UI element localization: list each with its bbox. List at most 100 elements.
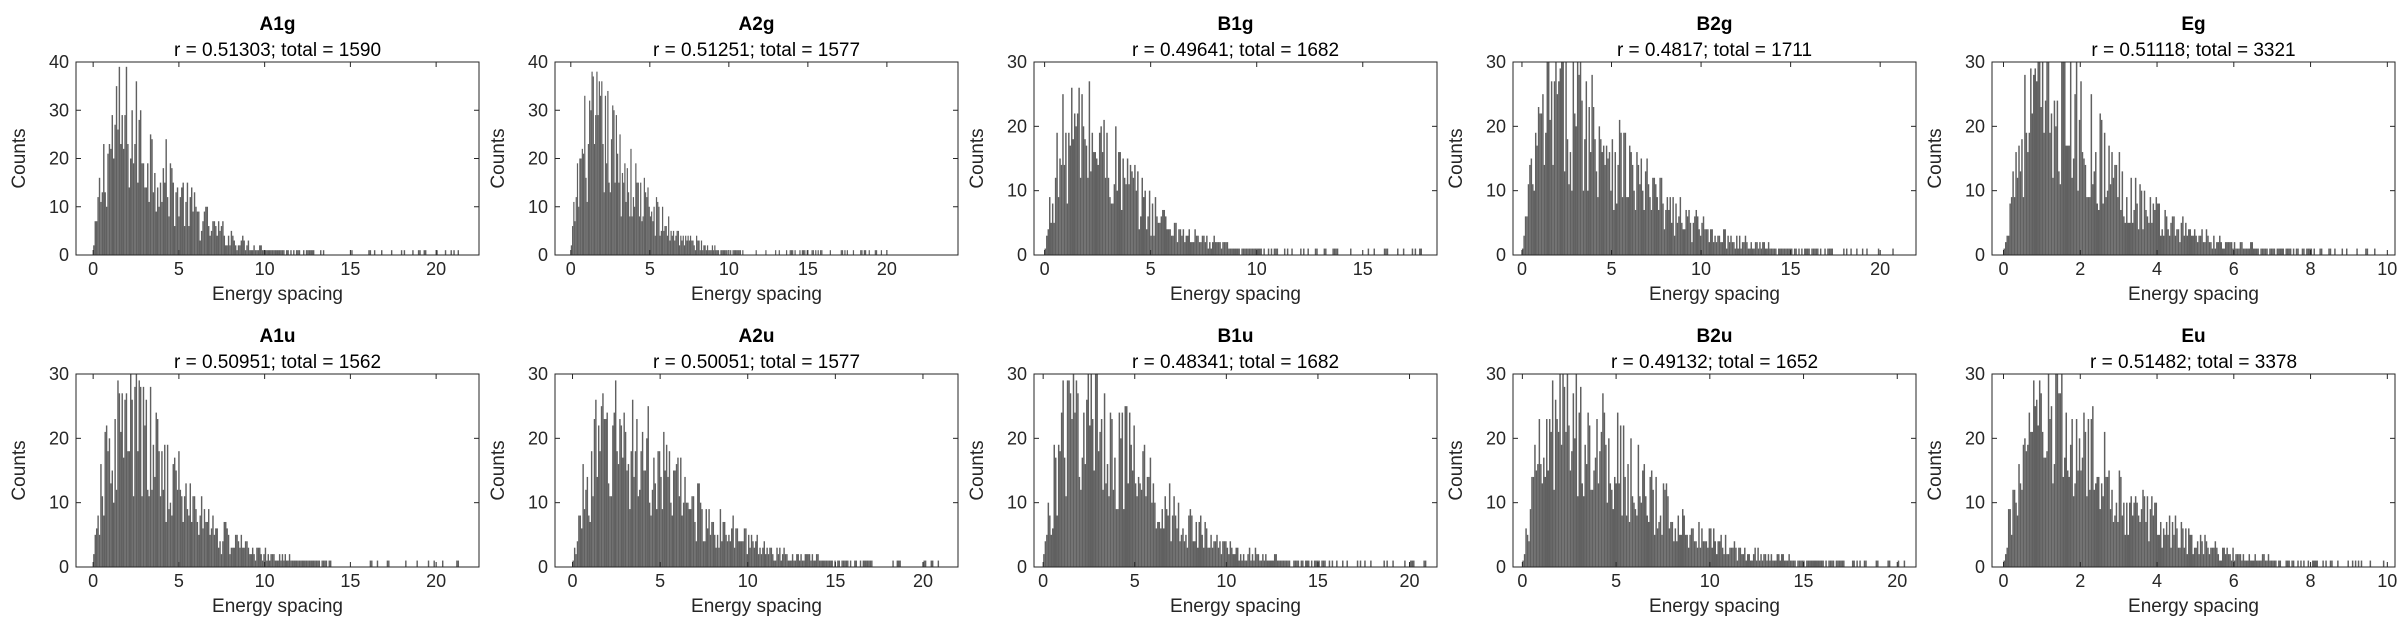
histogram-bar (1094, 152, 1096, 255)
histogram-bar (1072, 139, 1074, 255)
histogram-bar (166, 444, 169, 567)
histogram-bar (1153, 235, 1155, 255)
histogram-bar (1702, 541, 1705, 567)
histogram-bar (230, 547, 233, 567)
histogram-bar (2158, 203, 2160, 255)
histogram-bar (2035, 81, 2038, 255)
chart-title: A1u (260, 326, 296, 347)
histogram-bar (2106, 190, 2109, 255)
histogram-bar (2024, 74, 2026, 256)
histogram-bar (1165, 509, 1168, 567)
histogram-bar (2189, 229, 2191, 255)
histogram-bar (2300, 560, 2302, 567)
histogram-bar (1537, 107, 1540, 255)
histogram-bar (267, 554, 269, 567)
histogram-bar (1766, 248, 1768, 255)
histogram-bar (2046, 451, 2048, 567)
histogram-bar (1130, 444, 1132, 567)
histogram-bar (2015, 152, 2017, 255)
histogram-bar (1287, 560, 1289, 567)
histogram-bar (1559, 68, 1562, 256)
histogram-bar (308, 560, 311, 567)
histogram-bar (2185, 222, 2187, 255)
histogram-bar (1566, 139, 1569, 255)
histogram-bar (137, 182, 139, 256)
histogram-bar (239, 547, 241, 567)
histogram-bar (729, 541, 732, 567)
histogram-bar (1761, 560, 1764, 567)
histogram-bar (687, 502, 689, 567)
histogram-bar (1653, 177, 1656, 255)
histogram-bar (2235, 554, 2237, 567)
chart-subtitle: r = 0.51251; total = 1577 (653, 40, 860, 61)
histogram-bar (2310, 248, 2313, 255)
histogram-bar (232, 547, 234, 567)
histogram-bar (2096, 203, 2098, 255)
histogram-bar (132, 163, 135, 255)
chart-title: B2g (1697, 14, 1733, 35)
histogram-bar (1809, 560, 1811, 567)
histogram-bar (234, 245, 237, 255)
histogram-bar (2220, 560, 2222, 567)
histogram-bar (627, 464, 630, 567)
histogram-bar (195, 206, 197, 255)
histogram-bar (2177, 229, 2180, 255)
histogram-bar (1811, 248, 1813, 255)
histogram-bar (1866, 248, 1868, 255)
histogram-bar (1151, 502, 1153, 567)
histogram-bar (1103, 119, 1105, 256)
histogram-bar (672, 230, 675, 256)
histogram-bar (1206, 235, 1208, 255)
histogram-bar (2173, 534, 2175, 567)
y-tick-label: 0 (59, 557, 69, 577)
histogram-bar (653, 206, 655, 255)
histogram-bar (1059, 451, 1061, 567)
y-tick-label: 10 (528, 493, 548, 513)
histogram-bar (312, 560, 315, 567)
histogram-bar (1234, 248, 1236, 255)
histogram-bar (1547, 470, 1549, 567)
histogram-bar (1323, 248, 1326, 255)
histogram-bar (1582, 190, 1585, 255)
histogram-bar (2266, 560, 2268, 567)
histogram-bar (2065, 145, 2067, 255)
histogram-bar (2159, 521, 2162, 567)
histogram-bar (2198, 235, 2200, 255)
histogram-bar (158, 206, 160, 255)
histogram-bar (1765, 248, 1767, 255)
histogram-bar (2223, 248, 2225, 255)
histogram-bar (602, 393, 604, 567)
x-tick-label: 10 (1691, 259, 1711, 279)
y-tick-label: 0 (1975, 245, 1985, 265)
x-tick-label: 0 (1999, 571, 2009, 591)
histogram-bar (1124, 406, 1127, 567)
histogram-bar (135, 374, 138, 567)
histogram-bar (1112, 203, 1114, 255)
x-tick-label: 8 (2306, 571, 2316, 591)
histogram-bar (1763, 242, 1765, 255)
histogram-bar (2279, 560, 2282, 567)
histogram-bar (1102, 489, 1104, 567)
chart-title: A2u (739, 326, 775, 347)
histogram-bar (1828, 248, 1831, 255)
x-tick-label: 2 (2075, 259, 2085, 279)
histogram-bar (212, 221, 214, 255)
histogram-bar (899, 560, 901, 567)
histogram-bar (635, 163, 637, 255)
histogram-bar (1063, 457, 1066, 567)
histogram-bar (1285, 560, 1288, 567)
histogram-bar (1615, 203, 1618, 255)
histogram-bar (1057, 197, 1060, 255)
histogram-bar (2303, 248, 2305, 255)
histogram-bar (704, 245, 706, 255)
histogram-bar (1557, 431, 1560, 567)
histogram-bar (1657, 209, 1660, 255)
histogram-bar (1164, 496, 1166, 567)
histogram-bar (1222, 541, 1224, 567)
histogram-bar (273, 554, 275, 567)
histogram-bar (617, 464, 620, 567)
histogram-bar (756, 534, 758, 567)
histogram-bar (2179, 242, 2181, 255)
histogram-bar (1414, 248, 1417, 255)
histogram-bar (1563, 171, 1566, 255)
